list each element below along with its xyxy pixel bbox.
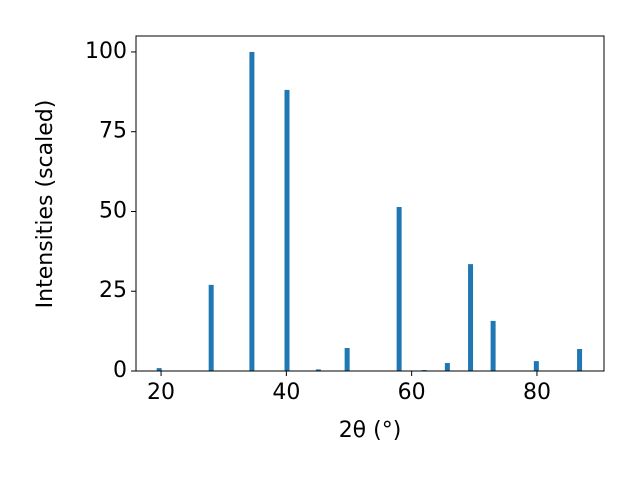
bar xyxy=(344,348,350,371)
bar xyxy=(284,89,290,372)
bar xyxy=(156,368,162,371)
y-tick-label: 25 xyxy=(99,278,127,303)
bar xyxy=(208,284,214,371)
bar xyxy=(577,348,583,371)
y-tick-label: 50 xyxy=(99,198,127,223)
x-tick-label: 60 xyxy=(398,380,426,405)
plot-frame xyxy=(135,35,605,372)
bar xyxy=(315,369,321,371)
bar xyxy=(490,320,496,371)
y-tick-label: 100 xyxy=(85,39,127,64)
bar xyxy=(444,363,450,371)
bar xyxy=(396,207,402,371)
y-axis-label: Intensities (scaled) xyxy=(33,100,58,309)
bar xyxy=(533,361,539,371)
y-tick-label: 0 xyxy=(113,358,127,383)
bar xyxy=(468,264,474,371)
x-tick-label: 80 xyxy=(523,380,551,405)
bar xyxy=(249,51,255,371)
x-tick-label: 40 xyxy=(272,380,300,405)
y-tick-label: 75 xyxy=(99,119,127,144)
x-axis-label: 2θ (°) xyxy=(339,418,402,443)
x-tick-label: 20 xyxy=(147,380,175,405)
